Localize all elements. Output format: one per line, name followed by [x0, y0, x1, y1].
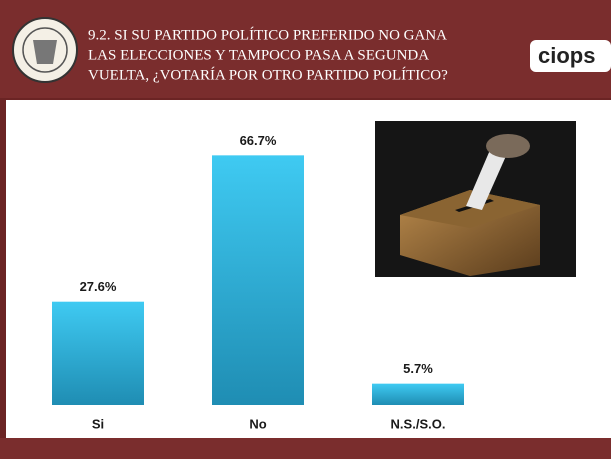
logo-box	[530, 40, 611, 72]
value-label: 5.7%	[403, 361, 433, 376]
bar	[372, 383, 464, 405]
header-band	[0, 0, 611, 98]
value-label: 66.7%	[240, 133, 277, 148]
category-label: Si	[92, 416, 104, 431]
title-line: 9.2. SI SU PARTIDO POLÍTICO PREFERIDO NO…	[88, 26, 447, 43]
category-label: N.S./S.O.	[391, 416, 446, 431]
value-label: 27.6%	[80, 279, 117, 294]
seal-logo	[12, 17, 78, 83]
title-line: VUELTA, ¿VOTARÍA POR OTRO PARTIDO POLÍTI…	[88, 66, 448, 83]
bar	[212, 155, 304, 405]
footer-band	[0, 438, 611, 459]
logo-text: ciops	[538, 43, 595, 68]
title-line: LAS ELECCIONES Y TAMPOCO PASA A SEGUNDA	[88, 47, 429, 63]
bar	[52, 301, 144, 405]
ballot-photo	[375, 121, 576, 277]
category-label: No	[249, 416, 266, 431]
